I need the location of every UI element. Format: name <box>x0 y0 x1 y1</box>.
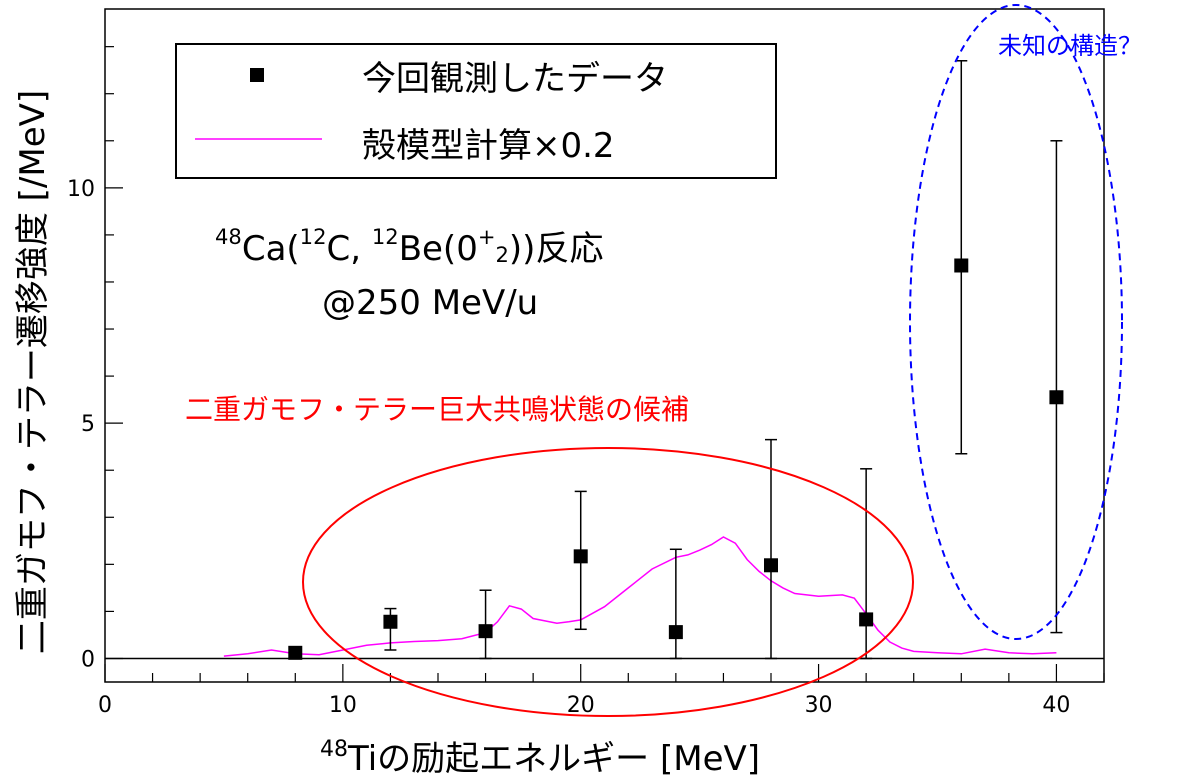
reaction-sup-3: 12 <box>371 224 399 249</box>
data-point <box>1049 390 1064 405</box>
x-tick-label: 40 <box>1042 693 1070 718</box>
plot-frame <box>104 8 1105 683</box>
unknown-region-label: 未知の構造？ <box>998 32 1142 60</box>
data-point <box>954 258 969 273</box>
reaction-ca: Ca( <box>241 228 300 269</box>
legend-label-calculation: 殻模型計算×0.2 <box>362 126 615 166</box>
reaction-sup-2: 12 <box>299 224 327 249</box>
calculation-line <box>223 536 1057 657</box>
reaction-c: C, <box>326 228 372 269</box>
x-tick-label: 30 <box>805 693 833 718</box>
data-point <box>859 612 874 627</box>
data-point <box>288 645 303 660</box>
data-point <box>383 614 398 629</box>
y-axis-title: 二重ガモフ・テラー遷移強度 [/MeV] <box>13 90 53 654</box>
y-tick-label: 5 <box>81 412 95 437</box>
y-tick-label: 0 <box>81 647 95 672</box>
reaction-be: Be(0 <box>398 228 478 269</box>
reaction-sub: 2 <box>495 241 509 267</box>
reaction-annotation: 48Ca(12C, 12Be(0+2))反応 <box>215 226 603 266</box>
unknown-region-ellipse <box>909 4 1123 640</box>
data-point <box>764 558 778 573</box>
x-axis-title: 48Tiの励起エネルギー [MeV] <box>320 737 760 779</box>
calculation-series <box>223 536 1057 657</box>
reaction-sup-1: 48 <box>215 224 242 249</box>
data-series <box>288 60 1064 660</box>
data-point <box>573 549 588 564</box>
data-point <box>668 625 683 640</box>
tick-labels: 0 10 20 30 40 0 5 10 <box>67 177 1070 718</box>
y-tick-label: 10 <box>67 177 95 202</box>
candidate-region-ellipse <box>302 447 914 717</box>
legend-box <box>175 43 777 179</box>
data-point <box>478 624 493 639</box>
x-axis-title-main: Tiの励起エネルギー [MeV] <box>347 739 760 779</box>
reaction-end: ))反応 <box>508 228 604 269</box>
legend-label-data: 今回観測したデータ <box>362 59 668 99</box>
x-tick-label: 0 <box>98 693 112 718</box>
x-tick-label: 20 <box>567 693 595 718</box>
reaction-sup-4: + <box>477 224 496 249</box>
legend-marker-data <box>250 68 264 82</box>
x-tick-label: 10 <box>329 693 357 718</box>
legend: 今回観測したデータ 殻模型計算×0.2 <box>175 43 777 179</box>
energy-annotation: @250 MeV/u <box>322 283 539 323</box>
x-axis-title-sup: 48 <box>320 737 348 762</box>
candidate-region-label: 二重ガモフ・テラー巨大共鳴状態の候補 <box>185 393 690 426</box>
